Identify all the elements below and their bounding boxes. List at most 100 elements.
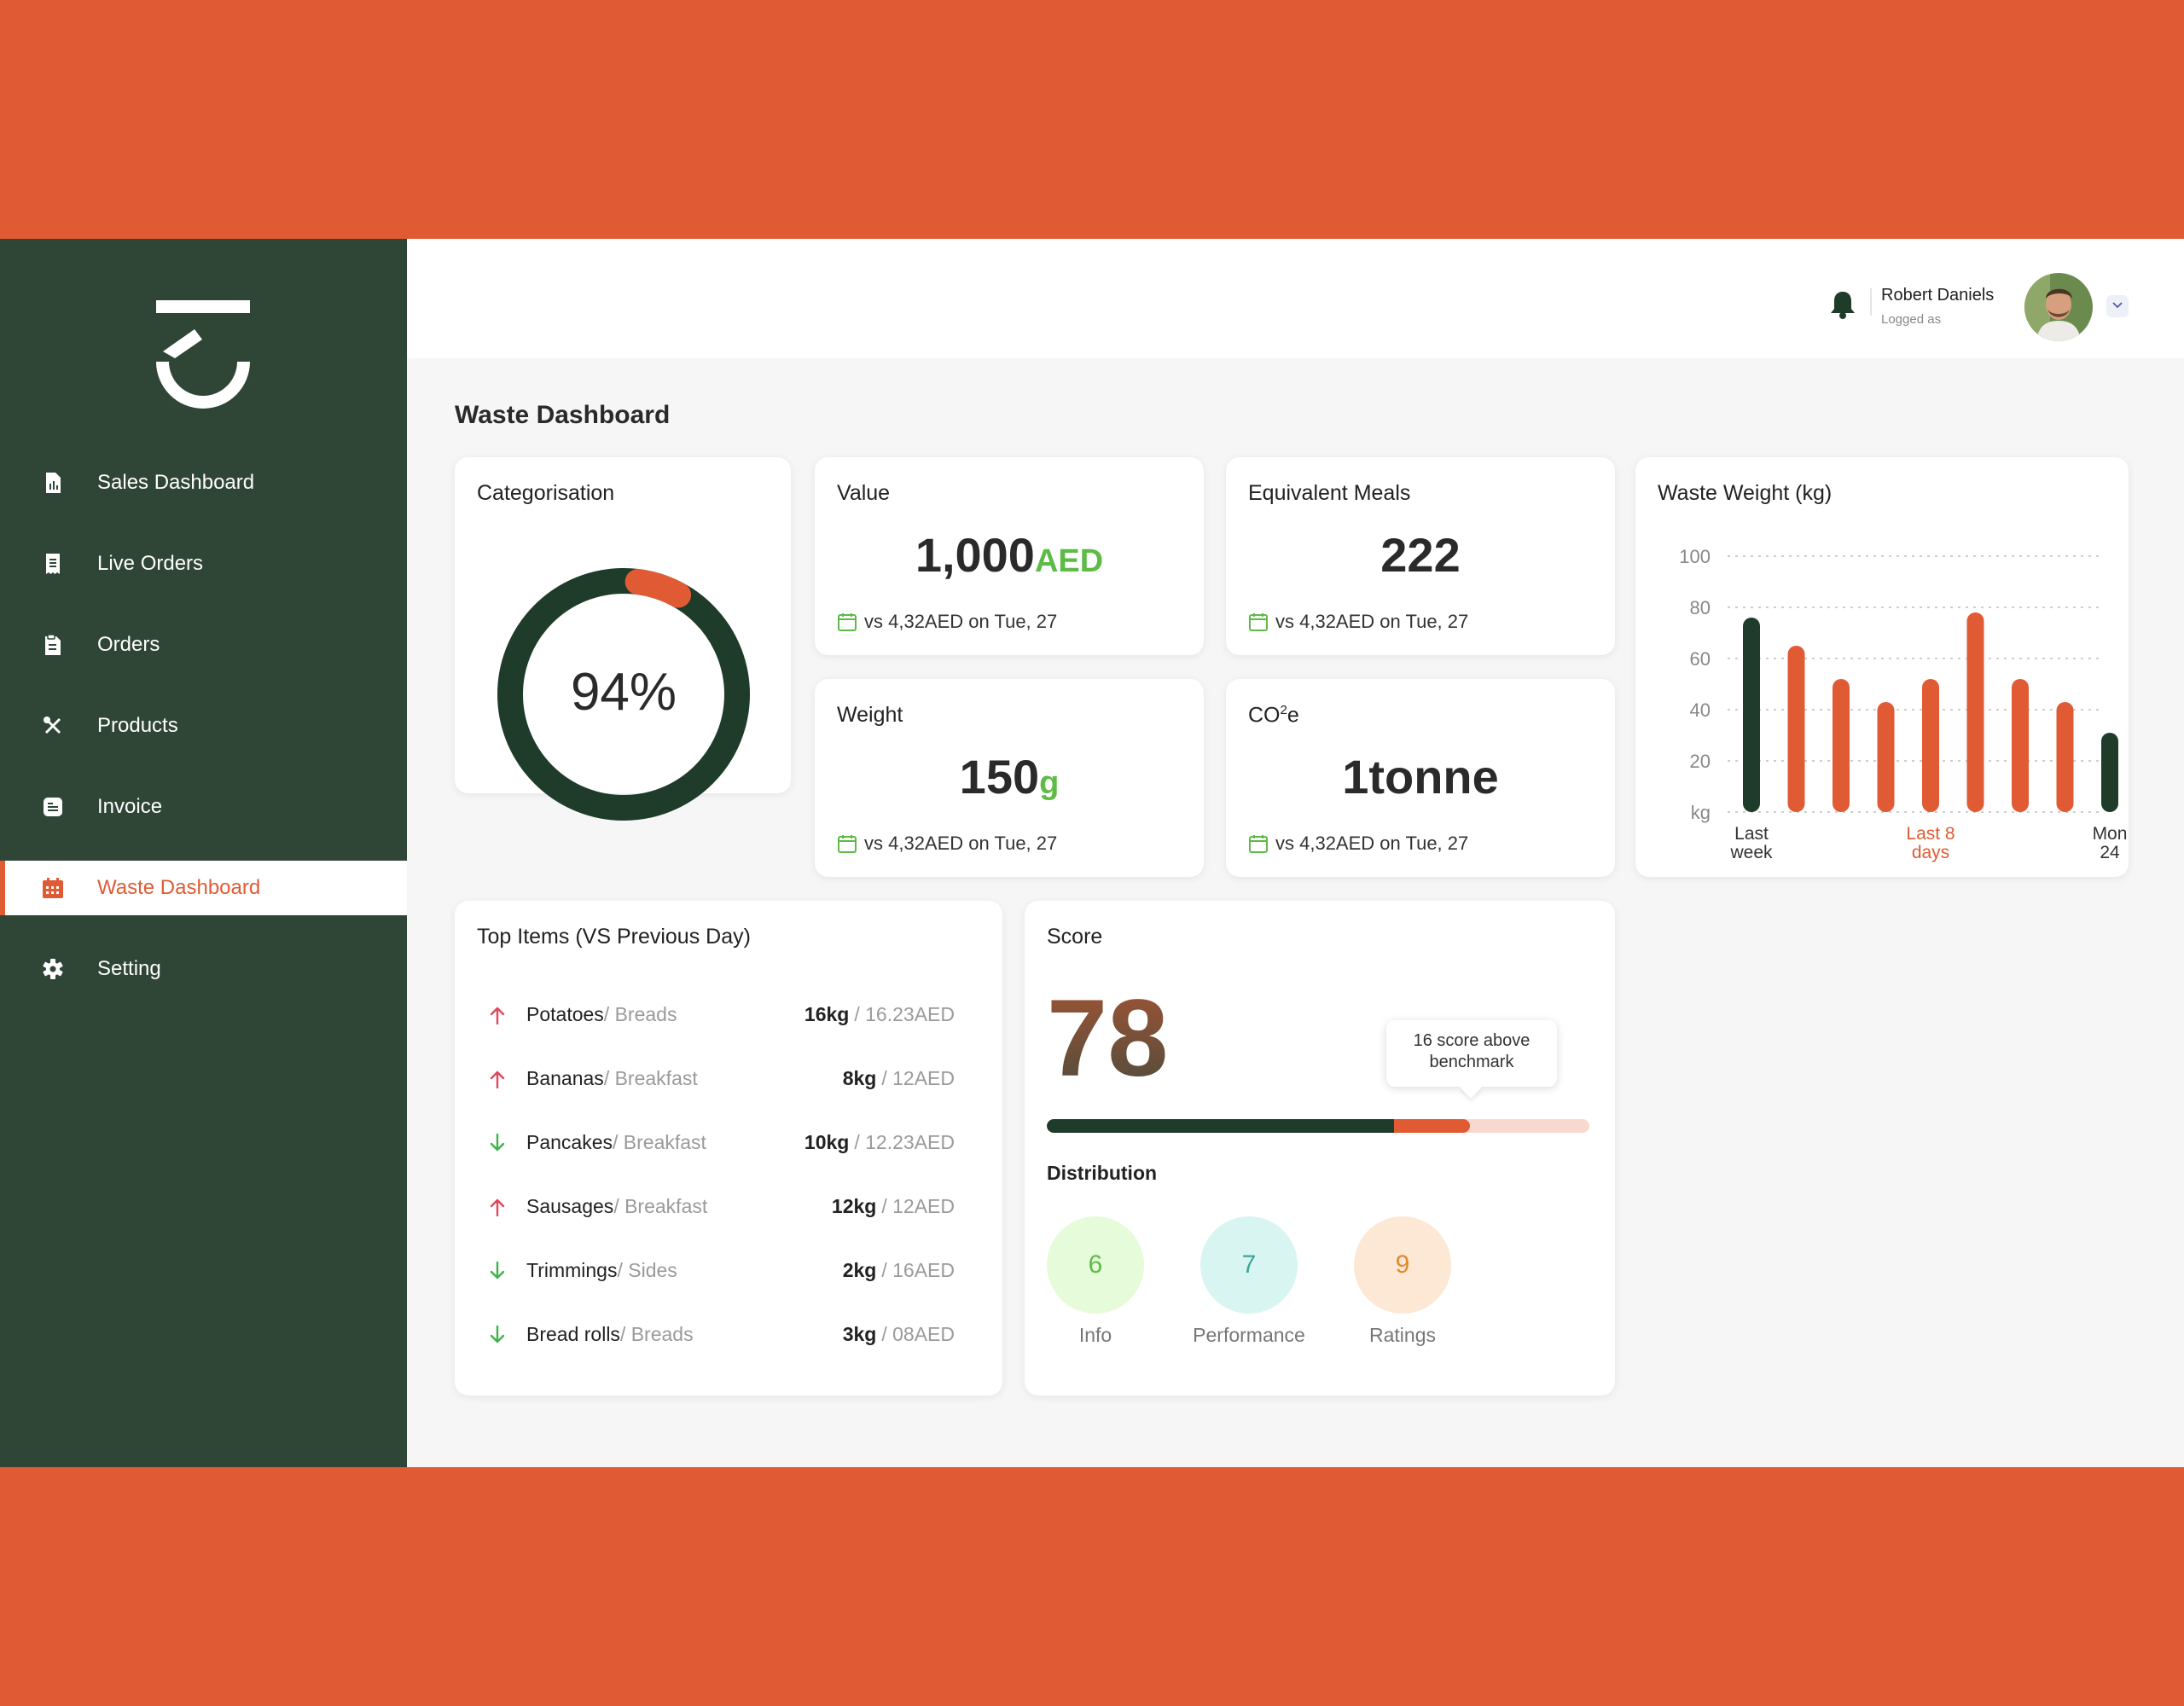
- sidebar-item-label: Live Orders: [97, 552, 204, 575]
- categorisation-percent: 94%: [571, 663, 677, 722]
- item-quantity: 10kg: [804, 1131, 850, 1153]
- sidebar-item-live-orders[interactable]: Live Orders: [0, 537, 407, 591]
- card-title: Value: [837, 481, 891, 505]
- distribution-circle: 6: [1047, 1216, 1144, 1314]
- bell-icon[interactable]: [1830, 290, 1856, 319]
- item-quantity: 12kg: [831, 1195, 877, 1217]
- y-tick-label: 80: [1690, 597, 1711, 618]
- sidebar-item-label: Invoice: [97, 795, 163, 818]
- equivalent-meals-card: Equivalent Meals 222 vs 4,32AED on Tue, …: [1226, 457, 1615, 655]
- distribution-item-ratings: 9 Ratings: [1354, 1216, 1451, 1347]
- sidebar-item-invoice[interactable]: Invoice: [0, 780, 407, 834]
- score-value: 78: [1047, 978, 1169, 1100]
- item-category: / Breakfast: [603, 1067, 698, 1089]
- top-items-card: Top Items (VS Previous Day) Potatoes / B…: [455, 901, 1002, 1396]
- y-tick-label: 40: [1690, 699, 1711, 721]
- list-item[interactable]: Potatoes / Breads 16kg/ 16.23AED: [477, 983, 955, 1047]
- list-item[interactable]: Sausages / Breakfast 12kg/ 12AED: [477, 1175, 955, 1239]
- sidebar-item-sales-dashboard[interactable]: Sales Dashboard: [0, 456, 407, 510]
- chart-bar[interactable]: [1787, 646, 1805, 812]
- report-icon: [43, 473, 63, 493]
- item-category: / Sides: [617, 1259, 677, 1281]
- item-name: Pancakes: [526, 1131, 613, 1153]
- co2-title: CO: [1248, 703, 1281, 728]
- y-tick-label: 60: [1690, 648, 1711, 670]
- chart-bar[interactable]: [1743, 618, 1760, 812]
- score-bar-benchmark: [1394, 1119, 1471, 1133]
- sidebar: Sales Dashboard Live Orders Orders Produ…: [0, 239, 407, 1467]
- sidebar-item-label: Sales Dashboard: [97, 471, 255, 494]
- weight-unit: g: [1039, 765, 1060, 801]
- item-price: / 16.23AED: [854, 1003, 955, 1025]
- chart-bar[interactable]: [2012, 679, 2029, 812]
- item-category: / Breads: [619, 1323, 694, 1345]
- page-title: Waste Dashboard: [455, 401, 671, 429]
- card-title: Top Items (VS Previous Day): [477, 925, 751, 949]
- x-tick-label: Last 8 days: [1906, 824, 1955, 862]
- arrow-up-icon: [489, 1197, 511, 1217]
- user-name: Robert Daniels: [1881, 286, 1995, 305]
- arrow-up-icon: [489, 1005, 511, 1025]
- sidebar-item-label: Waste Dashboard: [97, 876, 261, 899]
- list-item[interactable]: Trimmings / Sides 2kg/ 16AED: [477, 1239, 955, 1303]
- gear-icon: [43, 959, 63, 979]
- donut-track: [497, 568, 750, 821]
- item-quantity: 8kg: [842, 1067, 877, 1089]
- arrow-down-icon: [489, 1325, 511, 1345]
- distribution-item-performance: 7 Performance: [1193, 1216, 1305, 1347]
- item-category: / Breads: [603, 1003, 677, 1025]
- distribution-label: Performance: [1193, 1324, 1305, 1346]
- avatar[interactable]: [2024, 273, 2093, 341]
- calendar-icon: [1248, 833, 1269, 854]
- sidebar-item-label: Products: [97, 714, 178, 737]
- top-bar: Robert Daniels Logged as: [407, 239, 2184, 358]
- comparison-text: vs 4,32AED on Tue, 27: [1275, 611, 1469, 632]
- chart-bar[interactable]: [1922, 679, 1939, 812]
- list-item[interactable]: Bananas / Breakfast 8kg/ 12AED: [477, 1047, 955, 1111]
- benchmark-tooltip: 16 score above benchmark: [1386, 1020, 1557, 1087]
- value-amount: 1,000: [915, 528, 1035, 582]
- sidebar-item-orders[interactable]: Orders: [0, 618, 407, 672]
- sidebar-item-label: Setting: [97, 957, 161, 980]
- item-quantity: 3kg: [842, 1323, 877, 1345]
- waste-weight-card: Waste Weight (kg) 100 80 60 40 20 kg Last week L…: [1635, 457, 2129, 877]
- sidebar-item-setting[interactable]: Setting: [0, 942, 407, 996]
- weight-number: 150g: [815, 749, 1204, 804]
- item-quantity: 2kg: [842, 1259, 877, 1281]
- distribution-label: Ratings: [1369, 1324, 1436, 1346]
- chart-bar[interactable]: [1966, 612, 1984, 812]
- user-role: Logged as: [1881, 312, 1942, 327]
- card-title: CO2e: [1248, 703, 1299, 728]
- list-item[interactable]: Pancakes / Breakfast 10kg/ 12.23AED: [477, 1111, 955, 1175]
- comparison-text: vs 4,32AED on Tue, 27: [1275, 833, 1469, 854]
- list-item[interactable]: Bread rolls / Breads 3kg/ 08AED: [477, 1303, 955, 1367]
- item-category: / Breakfast: [613, 1195, 708, 1217]
- sidebar-item-label: Orders: [97, 633, 160, 656]
- calendar-icon: [837, 612, 857, 632]
- comparison-text: vs 4,32AED on Tue, 27: [864, 833, 1058, 854]
- receipt-icon: [43, 554, 63, 574]
- user-menu-toggle[interactable]: [2106, 295, 2129, 317]
- weight-card: Weight 150g vs 4,32AED on Tue, 27: [815, 679, 1204, 877]
- waste-weight-chart: 100 80 60 40 20 kg Last week Last 8 days Mon 24: [1679, 546, 2128, 862]
- sidebar-nav: Sales Dashboard Live Orders Orders Produ…: [0, 456, 407, 1023]
- chart-bar[interactable]: [1877, 702, 1895, 812]
- header-divider: [1870, 288, 1872, 316]
- chart-bar[interactable]: [2101, 733, 2118, 812]
- co2-title-tail: e: [1287, 703, 1299, 728]
- co2e-card: CO2e 1tonne vs 4,32AED on Tue, 27: [1226, 679, 1615, 877]
- brand-logo[interactable]: [156, 300, 250, 411]
- item-price: / 16AED: [881, 1259, 955, 1281]
- arrow-down-icon: [489, 1133, 511, 1153]
- main-content: Robert Daniels Logged as Waste Dashboard: [407, 239, 2184, 1467]
- comparison: vs 4,32AED on Tue, 27: [837, 611, 1057, 633]
- distribution-label: Info: [1078, 1324, 1112, 1346]
- sidebar-item-waste-dashboard[interactable]: Waste Dashboard: [0, 861, 407, 915]
- x-tick-label: Mon 24: [2093, 824, 2128, 862]
- item-price: / 12.23AED: [854, 1131, 955, 1153]
- y-tick-label: 20: [1690, 751, 1711, 772]
- item-name: Potatoes: [526, 1003, 604, 1025]
- chart-bar[interactable]: [1833, 679, 1850, 812]
- sidebar-item-products[interactable]: Products: [0, 699, 407, 753]
- chart-bar[interactable]: [2056, 702, 2074, 812]
